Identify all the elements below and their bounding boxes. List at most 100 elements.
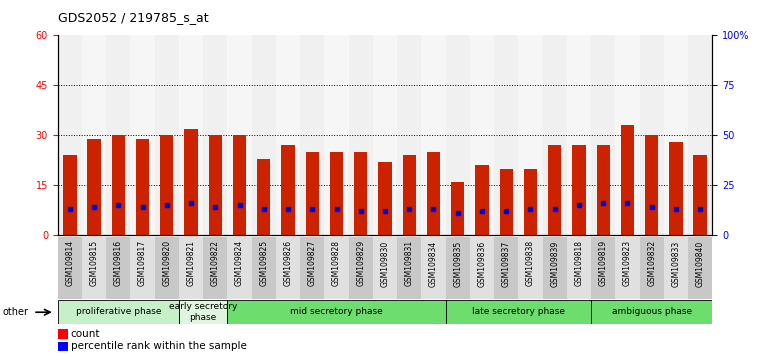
Text: mid secretory phase: mid secretory phase [290,307,383,316]
Bar [203,237,227,299]
Bar [179,237,203,299]
Text: GSM109821: GSM109821 [186,240,196,286]
Bar [179,300,227,324]
Text: GSM109820: GSM109820 [162,240,172,286]
Bar [112,136,125,235]
Text: GSM109819: GSM109819 [598,240,608,286]
Text: GSM109828: GSM109828 [332,240,341,286]
Bar [330,152,343,235]
Bar [136,139,149,235]
Bar [227,237,252,299]
Bar [179,35,203,235]
Bar [403,155,416,235]
Bar [209,136,222,235]
Text: GSM109825: GSM109825 [259,240,268,286]
Bar [300,237,324,299]
Text: GSM109832: GSM109832 [647,240,656,286]
Bar [518,35,543,235]
Bar [567,35,591,235]
Text: GSM109822: GSM109822 [211,240,219,286]
Bar [252,237,276,299]
Bar [349,35,373,235]
Bar [233,136,246,235]
Bar [621,125,634,235]
Bar [597,145,610,235]
Text: early secretory
phase: early secretory phase [169,302,237,321]
Bar [518,237,543,299]
Text: GSM109829: GSM109829 [357,240,365,286]
Bar [640,237,664,299]
Bar [378,162,392,235]
Bar [276,237,300,299]
Text: GSM109830: GSM109830 [380,240,390,286]
Bar [688,237,712,299]
Bar [446,35,470,235]
Bar [446,237,470,299]
Text: GSM109824: GSM109824 [235,240,244,286]
Text: GSM109834: GSM109834 [429,240,438,286]
Text: GSM109836: GSM109836 [477,240,487,286]
Bar [227,35,252,235]
Text: count: count [71,329,100,339]
Text: GSM109839: GSM109839 [551,240,559,286]
Bar [548,145,561,235]
Text: GSM109840: GSM109840 [695,240,705,286]
Bar [306,152,319,235]
Text: GSM109838: GSM109838 [526,240,535,286]
Text: other: other [2,307,28,317]
Bar [640,35,664,235]
Bar [252,35,276,235]
Bar [160,136,173,235]
Bar [227,300,446,324]
Bar [645,136,658,235]
Text: GSM109815: GSM109815 [89,240,99,286]
Bar [591,237,615,299]
Bar [58,342,68,351]
Bar [567,237,591,299]
Bar [106,35,130,235]
Bar [591,300,712,324]
Bar [446,300,591,324]
Bar [354,152,367,235]
Bar [500,169,513,235]
Bar [475,165,489,235]
Bar [155,35,179,235]
Bar [664,237,688,299]
Text: percentile rank within the sample: percentile rank within the sample [71,341,246,351]
Text: late secretory phase: late secretory phase [472,307,565,316]
Bar [664,35,688,235]
Bar [470,237,494,299]
Bar [130,237,155,299]
Bar [63,155,76,235]
Bar [324,35,349,235]
Text: GSM109831: GSM109831 [405,240,413,286]
Bar [203,35,227,235]
Text: GSM109816: GSM109816 [114,240,123,286]
Bar [106,237,130,299]
Bar [397,35,421,235]
Text: GSM109823: GSM109823 [623,240,632,286]
Bar [572,145,586,235]
Bar [494,35,518,235]
Bar [427,152,440,235]
Bar [397,237,421,299]
Bar [470,35,494,235]
Bar [524,169,537,235]
Bar [58,329,68,338]
Bar [58,237,82,299]
Bar [615,237,640,299]
Bar [694,155,707,235]
Bar [349,237,373,299]
Bar [421,35,446,235]
Bar [373,237,397,299]
Bar [543,35,567,235]
Text: GSM109817: GSM109817 [138,240,147,286]
Text: ambiguous phase: ambiguous phase [611,307,691,316]
Text: GSM109818: GSM109818 [574,240,584,286]
Bar [421,237,446,299]
Text: GSM109837: GSM109837 [502,240,511,286]
Bar [257,159,270,235]
Text: GSM109833: GSM109833 [671,240,681,286]
Text: GSM109827: GSM109827 [308,240,316,286]
Text: GDS2052 / 219785_s_at: GDS2052 / 219785_s_at [58,11,209,24]
